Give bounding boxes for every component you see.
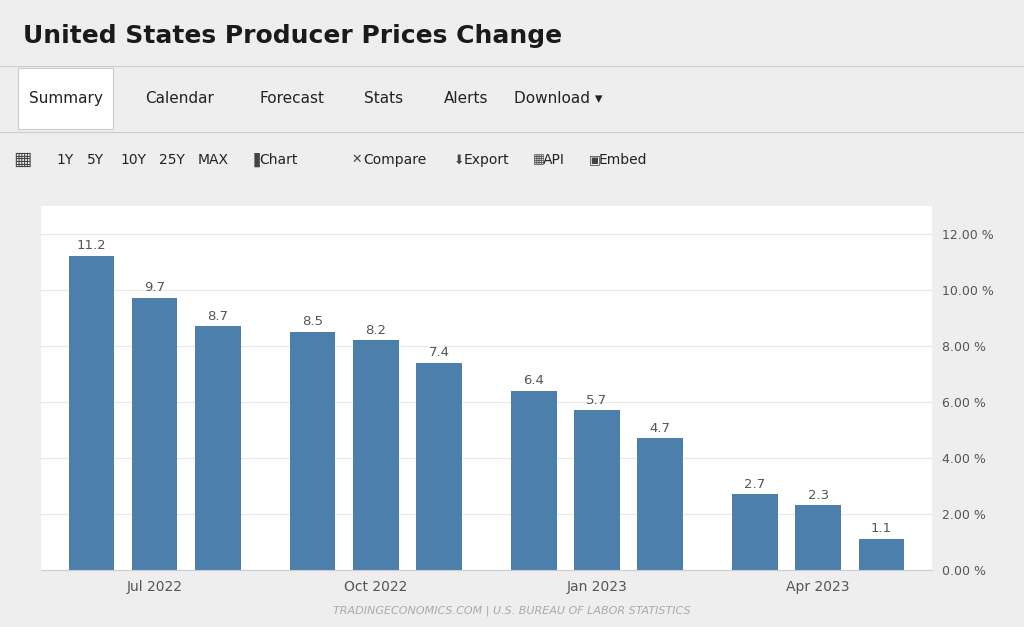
Text: ▣: ▣: [589, 154, 600, 166]
Text: 8.5: 8.5: [302, 315, 324, 328]
Text: 6.4: 6.4: [523, 374, 544, 387]
Text: 2.7: 2.7: [744, 478, 766, 491]
Text: 8.7: 8.7: [208, 310, 228, 322]
Text: 9.7: 9.7: [144, 282, 165, 295]
Bar: [796, 505, 841, 570]
Text: Export: Export: [464, 153, 510, 167]
FancyBboxPatch shape: [18, 68, 113, 129]
Bar: [290, 332, 336, 570]
Bar: [574, 410, 620, 570]
Text: 1Y: 1Y: [56, 153, 74, 167]
Bar: [69, 256, 115, 570]
Text: 4.7: 4.7: [649, 421, 671, 435]
Text: 10Y: 10Y: [121, 153, 146, 167]
Bar: [858, 539, 904, 570]
Text: ✕: ✕: [351, 154, 361, 166]
Text: API: API: [543, 153, 564, 167]
Text: 7.4: 7.4: [428, 346, 450, 359]
Text: Compare: Compare: [364, 153, 427, 167]
Text: Summary: Summary: [29, 92, 102, 106]
Bar: [637, 438, 683, 570]
Bar: [132, 298, 177, 570]
Text: Stats: Stats: [365, 92, 403, 106]
Text: Alerts: Alerts: [443, 92, 488, 106]
Text: Download ▾: Download ▾: [514, 92, 602, 106]
Text: ▐: ▐: [249, 153, 259, 167]
Text: 8.2: 8.2: [366, 324, 386, 337]
Text: 11.2: 11.2: [77, 240, 106, 253]
Text: 25Y: 25Y: [159, 153, 184, 167]
Bar: [353, 340, 398, 570]
Text: 5.7: 5.7: [587, 394, 607, 406]
Text: MAX: MAX: [198, 153, 228, 167]
Text: ▦: ▦: [532, 154, 544, 166]
Bar: [732, 494, 777, 570]
Text: Chart: Chart: [259, 153, 297, 167]
Bar: [511, 391, 556, 570]
Bar: [196, 326, 241, 570]
Text: ⬇: ⬇: [454, 154, 464, 166]
Text: United States Producer Prices Change: United States Producer Prices Change: [23, 24, 561, 48]
Text: 5Y: 5Y: [87, 153, 104, 167]
Text: 1.1: 1.1: [870, 522, 892, 535]
Text: 2.3: 2.3: [808, 489, 828, 502]
Text: ▦: ▦: [13, 150, 32, 169]
Bar: [417, 362, 462, 570]
Text: Embed: Embed: [599, 153, 647, 167]
Text: TRADINGECONOMICS.COM | U.S. BUREAU OF LABOR STATISTICS: TRADINGECONOMICS.COM | U.S. BUREAU OF LA…: [333, 605, 691, 616]
Text: Forecast: Forecast: [259, 92, 325, 106]
Text: Calendar: Calendar: [144, 92, 214, 106]
